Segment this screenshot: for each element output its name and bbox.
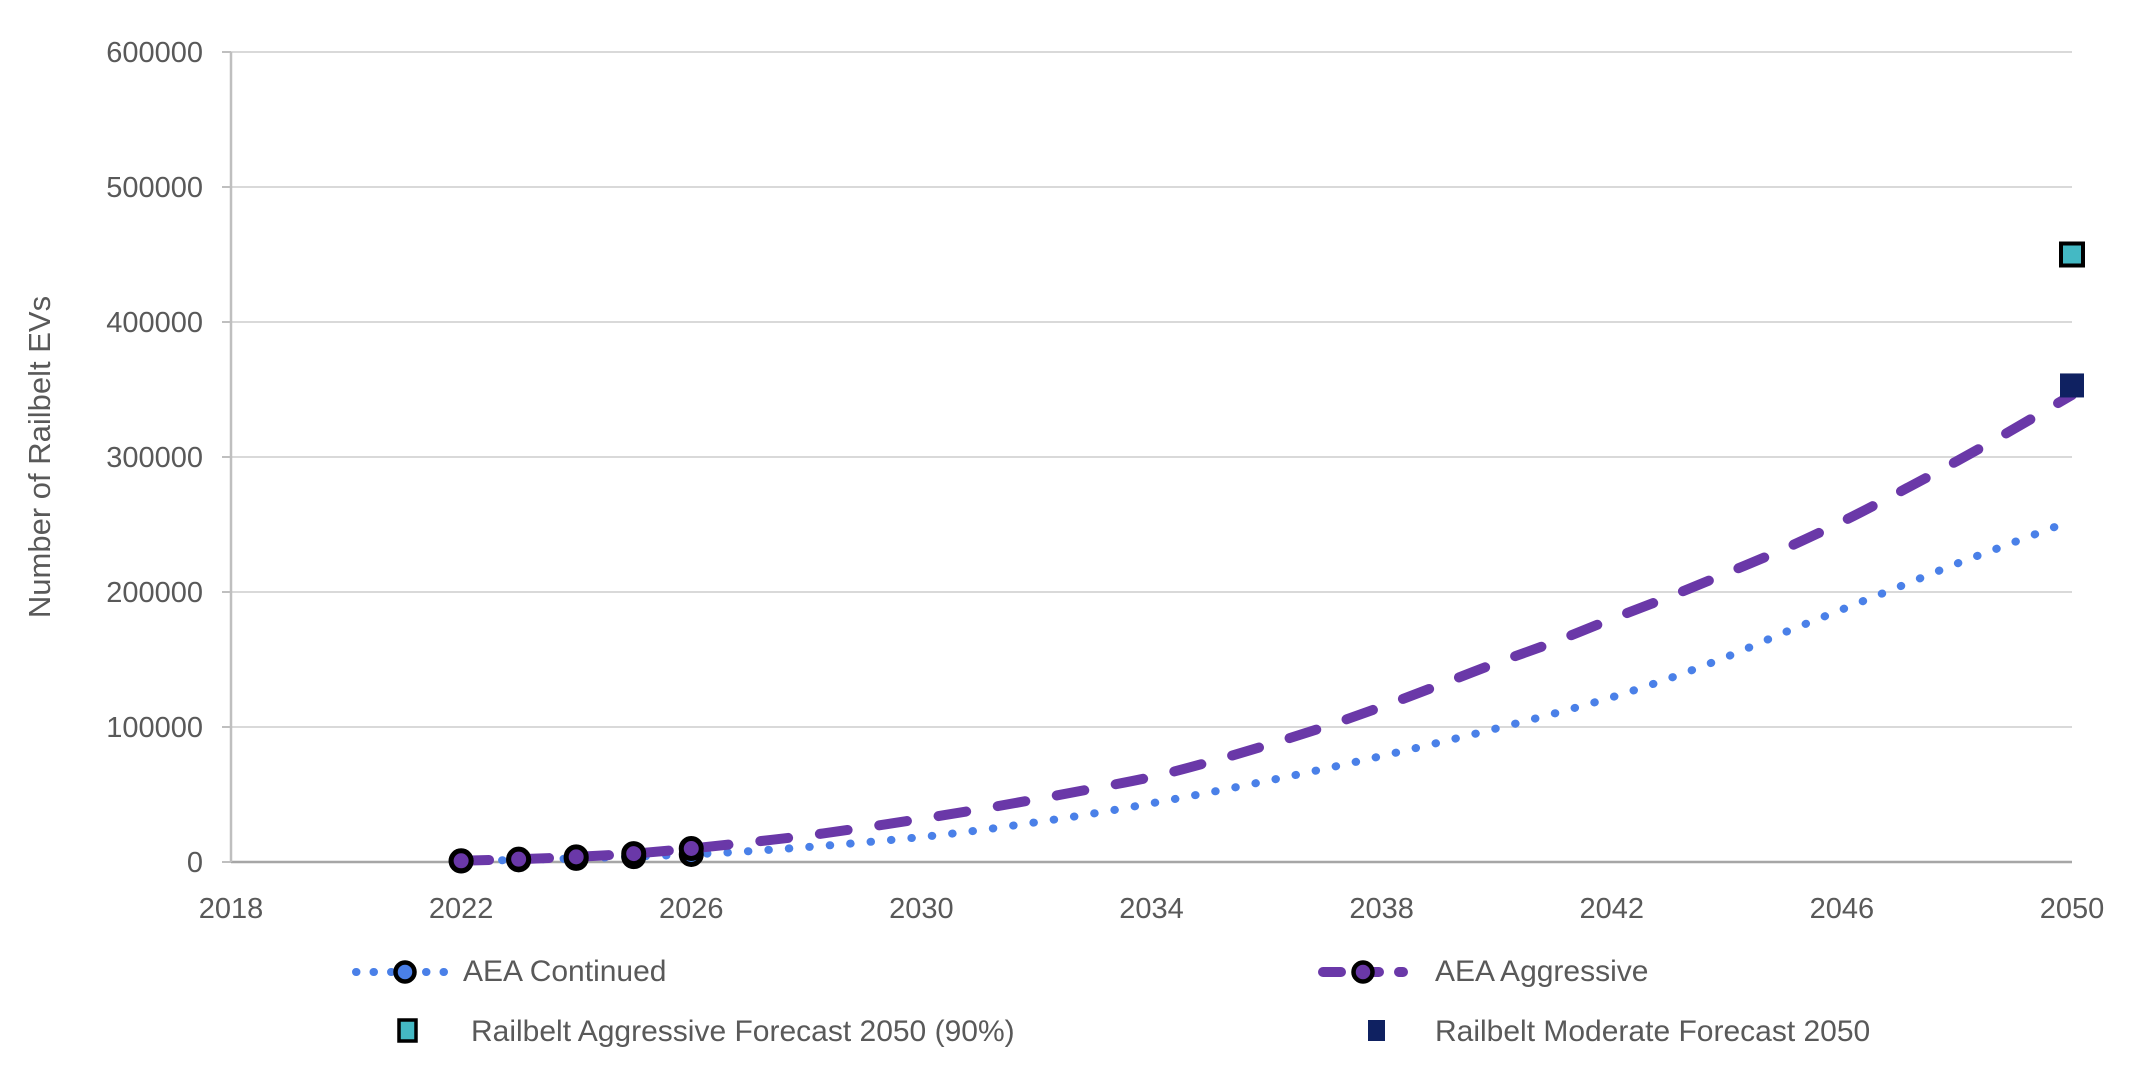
legend-label-railbelt-aggressive: Railbelt Aggressive Forecast 2050 (90%) [471,1015,1015,1048]
railbelt-aggressive-point [2059,241,2085,268]
railbelt-moderate-legend-glyph [1368,1020,1385,1041]
legend-label-railbelt-moderate: Railbelt Moderate Forecast 2050 [1435,1015,1871,1048]
aea-aggressive-marker [563,844,589,870]
x-tick-label: 2026 [659,893,724,925]
railbelt-moderate-point [2060,373,2084,398]
aea-aggressive-marker [448,848,474,874]
y-axis-title: Number of Railbelt EVs [22,296,57,618]
x-tick-label: 2022 [429,893,494,925]
aea-aggressive-marker [678,836,704,861]
aea-aggressive-line [456,389,2077,866]
x-tick-label: 2050 [2040,893,2105,925]
y-tick-label: 500000 [106,172,203,204]
y-tick-label: 100000 [106,712,203,744]
y-tick-label: 300000 [106,442,203,474]
aea-aggressive-marker [621,841,647,867]
x-tick-label: 2034 [1119,893,1184,925]
aea-aggressive-legend-glyph [1318,960,1408,984]
railbelt-aggressive-legend-glyph [397,1018,418,1043]
x-tick-label: 2042 [1579,893,1644,925]
y-tick-label: 200000 [106,577,203,609]
y-tick-label: 0 [187,847,203,879]
y-tick-label: 400000 [106,307,203,339]
aea-continued-legend-glyph [352,960,458,984]
aea-aggressive-marker [506,846,532,872]
legend-label-aea-continued: AEA Continued [463,955,667,988]
legend-label-aea-aggressive: AEA Aggressive [1435,955,1649,988]
x-tick-label: 2046 [1810,893,1875,925]
x-tick-label: 2018 [199,893,264,925]
aea-continued-line [457,516,2076,866]
y-tick-label: 600000 [106,37,203,69]
x-tick-label: 2038 [1349,893,1414,925]
x-tick-label: 2030 [889,893,954,925]
